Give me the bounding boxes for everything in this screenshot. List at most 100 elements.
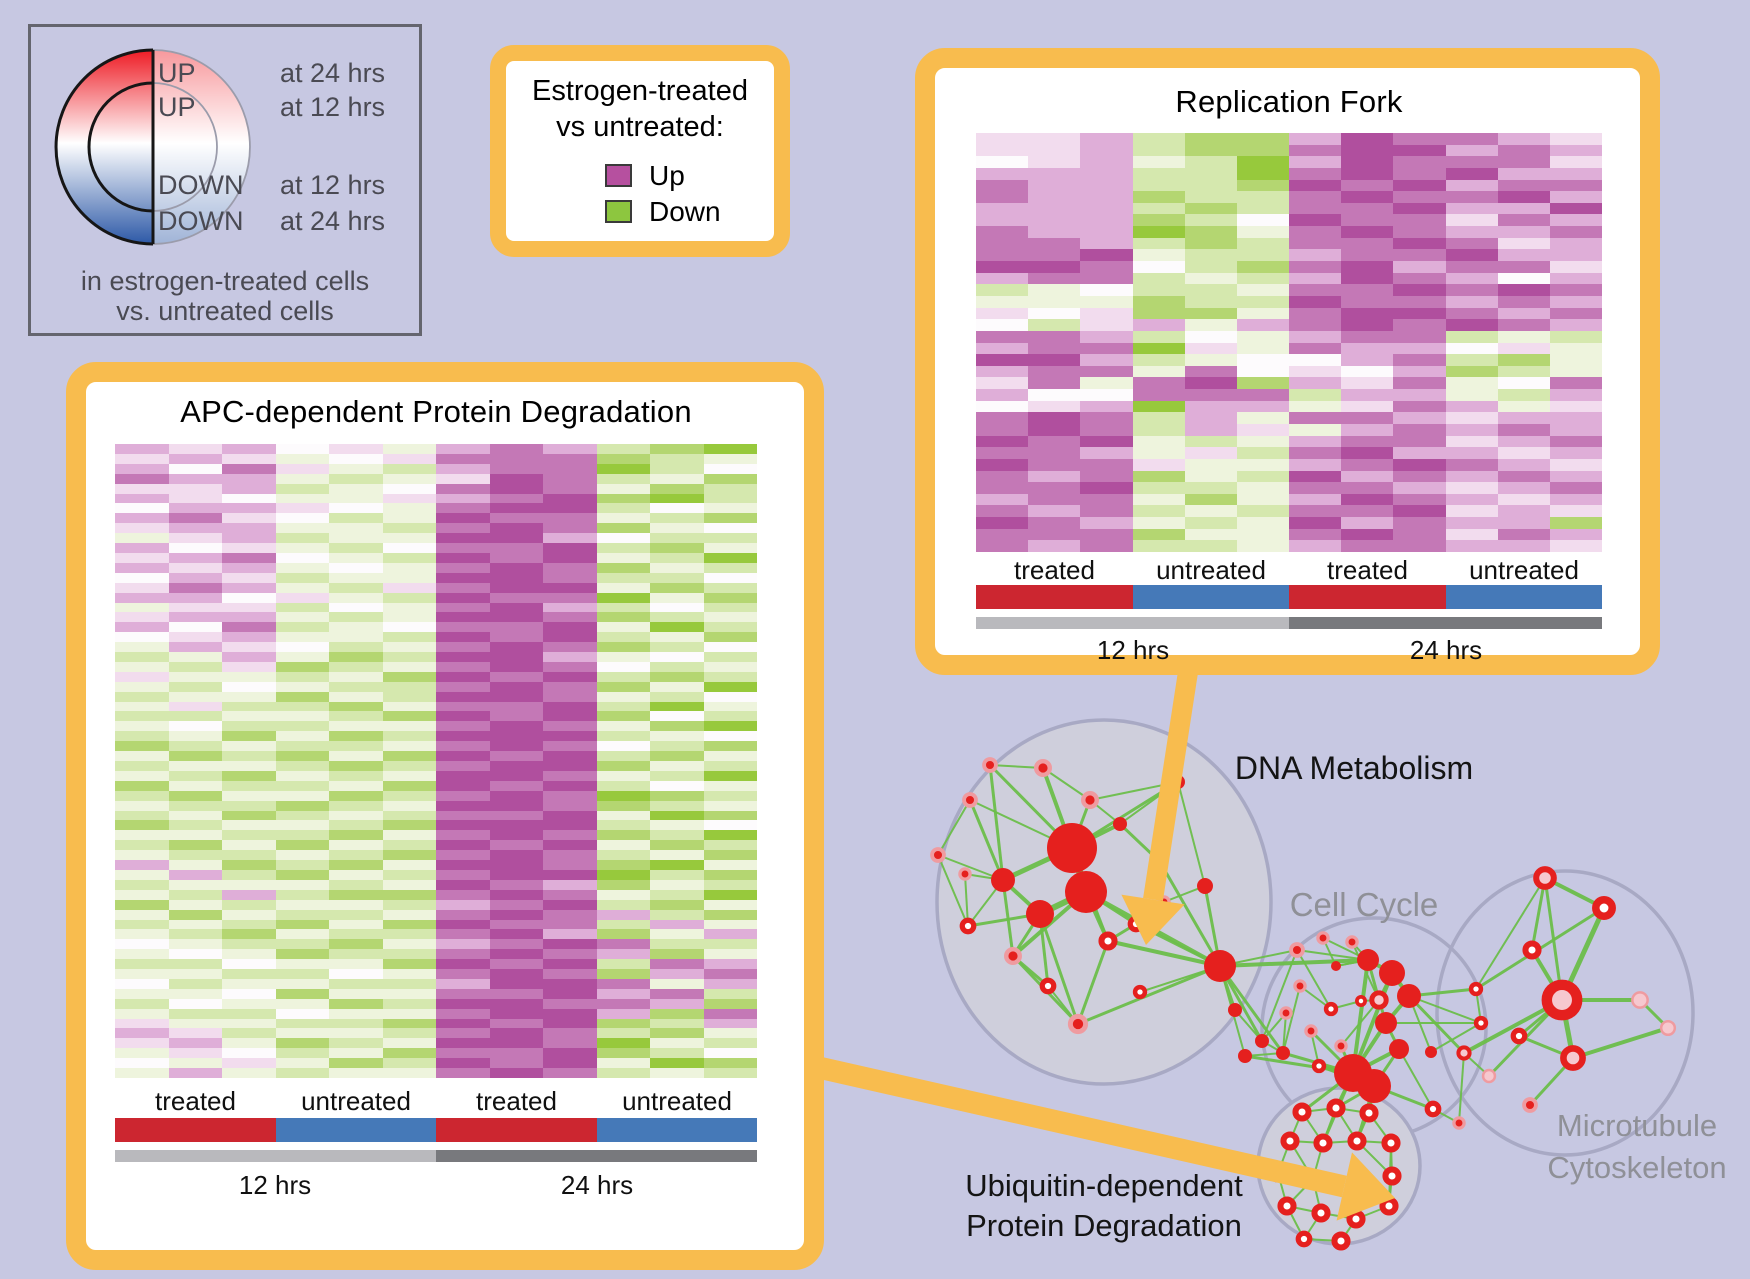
network-edge <box>1282 985 1301 1054</box>
down-color-swatch <box>605 200 632 223</box>
gene-node <box>1228 1003 1242 1017</box>
estrogen-legend-box: Estrogen-treated vs untreated: Up Down <box>490 45 790 257</box>
gene-node <box>1331 1231 1351 1251</box>
gene-node <box>1397 984 1421 1008</box>
gene-node <box>962 792 978 808</box>
gene-node <box>1277 1196 1297 1216</box>
gene-node <box>1311 1203 1331 1223</box>
gene-node <box>1004 947 1023 966</box>
apc-panel: APC-dependent Protein Degradation treate… <box>66 362 824 1270</box>
col-group-label: untreated <box>1469 555 1579 585</box>
gene-node <box>991 868 1015 892</box>
gene-node <box>1379 960 1405 986</box>
col-group-label: treated <box>1327 555 1408 585</box>
estrogen-legend-title-line2: vs untreated: <box>556 111 724 143</box>
treated-bar <box>1289 585 1446 609</box>
gene-node <box>1067 1013 1089 1035</box>
gene-node <box>1382 1166 1402 1186</box>
updown-gradient-rings-icon <box>54 48 251 246</box>
network-edge <box>1572 1026 1669 1060</box>
replication-fork-heatmap <box>976 133 1602 552</box>
network-edge <box>1475 877 1546 990</box>
network-edge <box>1177 781 1206 887</box>
gene-node <box>1456 1045 1472 1061</box>
gene-node <box>1357 1069 1391 1103</box>
gene-node <box>1359 1103 1379 1123</box>
up-swatch-label: Up <box>649 160 685 191</box>
network-edge <box>1407 994 1466 1055</box>
network-edge <box>964 873 969 927</box>
estrogen-legend-title-line1: Estrogen-treated <box>531 75 748 107</box>
updown-row-dir: UP <box>158 92 196 122</box>
gene-node <box>1113 817 1127 831</box>
gene-node <box>930 847 946 863</box>
updown-caption-line1: in estrogen-treated cells <box>80 266 370 296</box>
gene-node <box>1238 1049 1252 1063</box>
gene-node <box>1331 961 1341 971</box>
untreated-bar <box>1133 585 1289 609</box>
col-group-label: untreated <box>1156 555 1266 585</box>
gene-node <box>1522 940 1542 960</box>
gene-node <box>1389 1039 1409 1059</box>
network-edge <box>1430 1022 1482 1053</box>
network-edge <box>988 764 1005 881</box>
hrs24-label: 24 hrs <box>1409 635 1483 665</box>
up-color-swatch <box>605 164 632 187</box>
cluster-label-microtubule-cytoskeleton: Microtubule <box>1557 1108 1717 1143</box>
treated-bar <box>436 1118 597 1142</box>
updown-row-time: at 24 hrs <box>280 206 386 236</box>
network-edge <box>1218 965 1285 1054</box>
gene-node <box>1279 1006 1293 1020</box>
updown-row-dir: DOWN <box>158 170 244 200</box>
network-edge <box>1296 949 1369 961</box>
gene-node <box>1289 942 1305 958</box>
hrs12-label: 12 hrs <box>238 1170 312 1200</box>
replication-fork-title: Replication Fork <box>1175 84 1403 119</box>
network-edge <box>1158 861 1222 967</box>
replication-fork-panel: Replication Fork treated untreated treat… <box>915 48 1660 675</box>
gene-node <box>1510 1027 1528 1045</box>
cluster-microtubule-cytoskeleton <box>1435 869 1695 1157</box>
network-edge <box>1076 940 1110 1025</box>
network-edge <box>937 854 969 927</box>
gene-node <box>1533 866 1557 890</box>
cluster-label-ubiquitin-protein-degradation: Protein Degradation <box>966 1208 1242 1243</box>
gene-node <box>1197 878 1213 894</box>
cluster-label-cell-cycle: Cell Cycle <box>1290 886 1439 923</box>
updown-row-time: at 24 hrs <box>280 58 386 88</box>
gene-node <box>1323 1001 1339 1017</box>
network-edge <box>1543 877 1564 1001</box>
updown-row-dir: UP <box>158 58 196 88</box>
network-edge <box>1408 995 1482 1024</box>
col-group-label: untreated <box>301 1086 411 1116</box>
network-edge <box>937 799 971 856</box>
gene-node <box>1033 759 1052 778</box>
gene-node <box>1452 1116 1466 1130</box>
untreated-bar <box>597 1118 757 1142</box>
gene-node <box>1631 991 1649 1009</box>
cluster-label-microtubule-cytoskeleton: Cytoskeleton <box>1547 1150 1726 1185</box>
gene-node <box>982 757 998 773</box>
gene-node <box>1473 1015 1489 1031</box>
untreated-bar <box>1446 585 1602 609</box>
down-swatch-label: Down <box>649 196 721 227</box>
treated-bar <box>976 585 1133 609</box>
cluster-label-ubiquitin-protein-degradation: Ubiquitin-dependent <box>965 1168 1243 1203</box>
gene-node <box>1355 995 1367 1007</box>
gene-node <box>1424 1100 1442 1118</box>
gene-node <box>1065 871 1107 913</box>
apc-title: APC-dependent Protein Degradation <box>180 394 692 429</box>
gene-node <box>1293 979 1307 993</box>
col-group-label: untreated <box>622 1086 732 1116</box>
gene-node <box>958 867 972 881</box>
network-edge <box>1077 964 1221 1026</box>
panel-link-arrow <box>809 1055 1347 1198</box>
gene-node <box>1276 1046 1290 1060</box>
gene-node <box>1311 1058 1327 1074</box>
panel-link-arrowhead <box>1121 894 1185 945</box>
network-edge <box>1107 939 1221 968</box>
network-edge <box>1038 913 1080 1025</box>
gene-node <box>1347 1131 1367 1151</box>
updown-row-time: at 12 hrs <box>280 170 386 200</box>
